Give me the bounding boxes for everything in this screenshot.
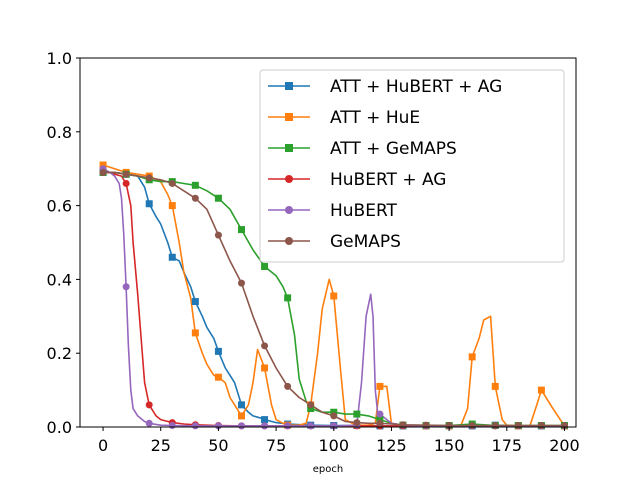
series-4-point [237,422,245,430]
y-tick-label: 0.6 [47,197,72,216]
series-5-point [122,170,130,178]
series-0-point [237,401,245,409]
series-1-point [261,364,269,372]
x-tick-label: 100 [318,436,349,455]
series-5-point [514,422,522,430]
series-0-point [145,200,153,208]
series-1-point [191,329,199,337]
series-1-point [491,382,499,390]
x-tick-label: 75 [266,436,286,455]
series-4-point [376,410,384,418]
x-tick-label: 175 [492,436,523,455]
series-2-point [284,294,292,302]
series-4-point [261,422,269,430]
y-tick-label: 0.8 [47,123,72,142]
legend-label: GeMAPS [330,232,401,252]
series-2-point [376,416,384,424]
legend-marker [285,175,293,183]
series-3-point [122,179,130,187]
legend-marker [285,82,293,90]
series-4-point [168,422,176,430]
series-5-point [145,174,153,182]
legend-label: HuBERT + AG [330,170,446,190]
series-5-point [353,419,361,427]
series-2-point [330,408,338,416]
series-0-point [191,298,199,306]
series-2-point [237,226,245,234]
x-tick-label: 150 [434,436,465,455]
series-5-point [491,422,499,430]
y-tick-label: 0.2 [47,344,72,363]
series-1-point [168,202,176,210]
series-5-point [422,421,430,429]
y-tick-label: 1.0 [47,49,72,68]
series-1-point [330,292,338,300]
series-2-point [214,194,222,202]
legend-marker [285,237,293,245]
series-2-point [353,410,361,418]
x-tick-label: 200 [549,436,580,455]
legend-entries: ATT + HuBERT + AG ATT + HuE ATT + GeMAPS Hu… [268,77,502,252]
legend: ATT + HuBERT + AG ATT + HuE ATT + GeMAPS Hu… [259,69,565,263]
x-tick-label: 25 [151,436,171,455]
series-5-point [214,231,222,239]
legend-marker [285,144,293,152]
series-1-point [468,353,476,361]
x-tick-label: 0 [98,436,108,455]
series-line-1 [102,164,566,427]
series-5-point [284,382,292,390]
series-0-point [168,253,176,261]
plot-frame [79,57,577,428]
legend-label: HuBERT [330,201,398,221]
series-5-point [99,168,107,176]
x-tick-label: 50 [208,436,228,455]
series-1-point [214,373,222,381]
legend-box [259,69,565,263]
x-axis-ticks: 0 25 50 75 100 125 150 175 200 [98,427,580,455]
series-2-point [261,262,269,270]
series-0-point [261,416,269,424]
series-5-point [537,422,545,430]
series-4-point [145,419,153,427]
series-5-point [376,419,384,427]
series-4-point [214,422,222,430]
series-5-point [261,342,269,350]
series-4-point [284,422,292,430]
series-4-point [122,283,130,291]
x-tick-label: 125 [376,436,407,455]
y-tick-label: 0.0 [47,418,72,437]
series-1-point [99,161,107,169]
series-2-point [191,181,199,189]
series-line-5 [103,171,565,427]
series-5-point [237,279,245,287]
legend-marker [285,206,293,214]
series-4-point [330,422,338,430]
series-5-point [330,412,338,420]
y-tick-label: 0.4 [47,270,72,289]
series-5-point [168,179,176,187]
series-2-point [307,405,315,413]
series-4-point [307,422,315,430]
series-1-point [376,382,384,390]
x-axis-label: epoch [313,464,343,475]
legend-label: ATT + HuBERT + AG [330,77,502,97]
legend-label: ATT + HuE [330,108,420,128]
series-1-point [537,386,545,394]
legend-marker [285,113,293,121]
series-0-point [214,347,222,355]
series-5-point [468,422,476,430]
y-axis-ticks: 0.0 0.2 0.4 0.6 0.8 1.0 [47,49,80,437]
series-3-point [145,401,153,409]
legend-label: ATT + GeMAPS [330,139,457,159]
series-1-point [237,412,245,420]
series-5-point [191,194,199,202]
series-4-point [191,422,199,430]
series-5-point [307,401,315,409]
